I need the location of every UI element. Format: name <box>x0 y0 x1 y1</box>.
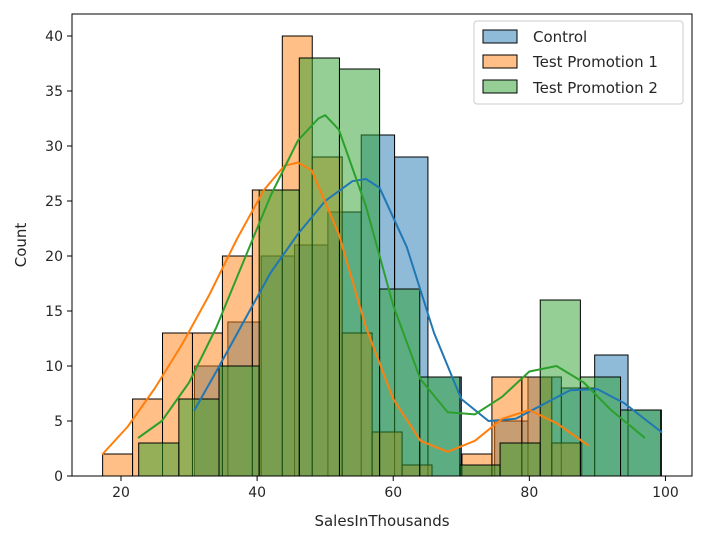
legend: Control Test Promotion 1 Test Promotion … <box>473 20 684 105</box>
x-tick-label-40: 40 <box>248 485 266 501</box>
legend-swatch-control <box>482 29 518 44</box>
y-tick-label-5: 5 <box>54 414 63 430</box>
bar-test-promotion-2-5 <box>338 68 381 477</box>
legend-swatch-test-promotion-2 <box>482 79 518 94</box>
bar-test-promotion-2-4 <box>298 57 340 477</box>
kde-line-test-promotion-1 <box>101 161 589 455</box>
bar-test-promotion-2-3 <box>258 189 300 477</box>
bar-test-promotion-2-2 <box>218 365 260 477</box>
bar-test-promotion-2-12 <box>620 409 662 477</box>
y-axis-ticks: 0 5 10 15 20 25 30 35 40 <box>45 29 72 485</box>
y-tick-label-40: 40 <box>45 29 63 45</box>
legend-swatch-test-promotion-1 <box>482 54 518 69</box>
x-tick-label-80: 80 <box>520 485 538 501</box>
bar-test-promotion-2-9 <box>499 442 541 477</box>
y-axis-label: Count <box>12 223 30 268</box>
bar-test-promotion-2-7 <box>419 376 461 477</box>
bar-test-promotion-2-0 <box>138 442 180 477</box>
legend-label-test-promotion-1: Test Promotion 1 <box>532 53 658 71</box>
x-tick-label-100: 100 <box>652 485 679 501</box>
kde-line-test-promotion-2 <box>137 114 646 439</box>
legend-box <box>473 20 684 105</box>
y-tick-label-35: 35 <box>45 84 63 100</box>
bar-test-promotion-1-0 <box>102 453 134 477</box>
bar-test-promotion-2-10 <box>539 299 581 477</box>
x-axis-ticks: 20 40 60 80 100 <box>112 476 679 501</box>
x-axis-label: SalesInThousands <box>314 512 449 530</box>
y-tick-label-25: 25 <box>45 194 63 210</box>
bar-test-promotion-2-1 <box>178 398 220 477</box>
kde-line-control <box>193 178 663 433</box>
y-tick-label-20: 20 <box>45 249 63 265</box>
x-tick-label-20: 20 <box>112 485 130 501</box>
bar-test-promotion-2-6 <box>379 288 421 477</box>
y-tick-label-30: 30 <box>45 139 63 155</box>
y-tick-label-0: 0 <box>54 469 63 485</box>
y-tick-label-10: 10 <box>45 359 63 375</box>
bar-test-promotion-2-11 <box>579 376 622 477</box>
kde-layer <box>101 114 663 455</box>
x-tick-label-60: 60 <box>384 485 402 501</box>
legend-label-test-promotion-2: Test Promotion 2 <box>532 79 658 97</box>
legend-label-control: Control <box>533 28 587 46</box>
bar-test-promotion-2-8 <box>459 464 501 477</box>
plot-frame <box>71 13 693 477</box>
y-tick-label-15: 15 <box>45 304 63 320</box>
